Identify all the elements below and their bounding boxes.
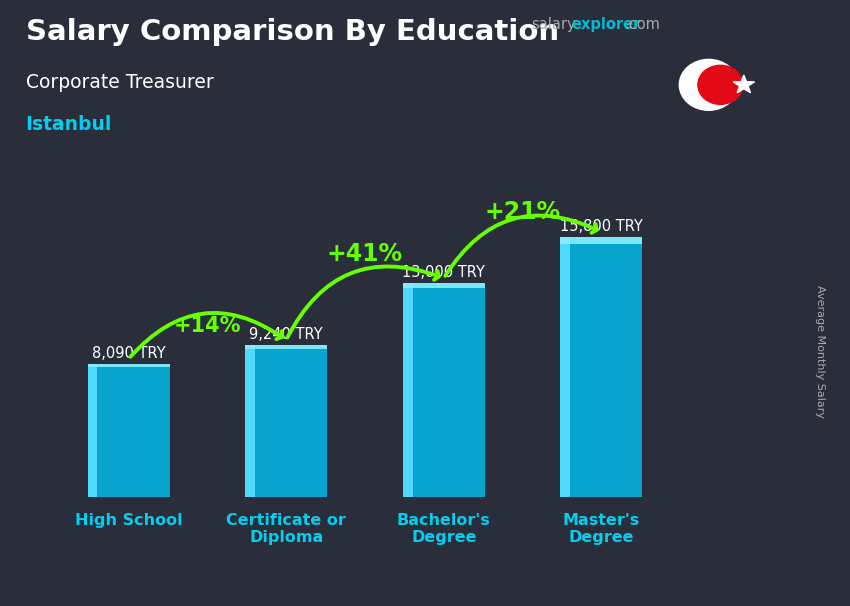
Circle shape [679,59,738,110]
Bar [560,237,643,497]
FancyBboxPatch shape [560,237,643,244]
Bar [88,364,98,497]
Bar [403,283,484,497]
Text: explorer: explorer [571,17,641,32]
Polygon shape [734,75,755,93]
Circle shape [698,65,743,104]
Bar [245,345,327,497]
Text: 15,800 TRY: 15,800 TRY [560,219,643,234]
Text: 8,090 TRY: 8,090 TRY [92,345,166,361]
Text: 13,000 TRY: 13,000 TRY [402,265,485,280]
Text: +21%: +21% [484,200,561,224]
Text: +14%: +14% [173,316,241,336]
Text: salary: salary [531,17,576,32]
Text: Istanbul: Istanbul [26,115,112,134]
Bar [560,237,570,497]
Bar [403,283,412,497]
Text: Average Monthly Salary: Average Monthly Salary [815,285,825,418]
Bar [88,364,169,497]
FancyBboxPatch shape [88,364,169,367]
Text: Corporate Treasurer: Corporate Treasurer [26,73,213,92]
FancyBboxPatch shape [245,345,327,348]
Text: .com: .com [624,17,660,32]
Text: Salary Comparison By Education: Salary Comparison By Education [26,18,558,46]
Text: 9,240 TRY: 9,240 TRY [249,327,323,342]
Text: +41%: +41% [327,242,403,267]
FancyBboxPatch shape [403,283,484,288]
Bar [245,345,255,497]
